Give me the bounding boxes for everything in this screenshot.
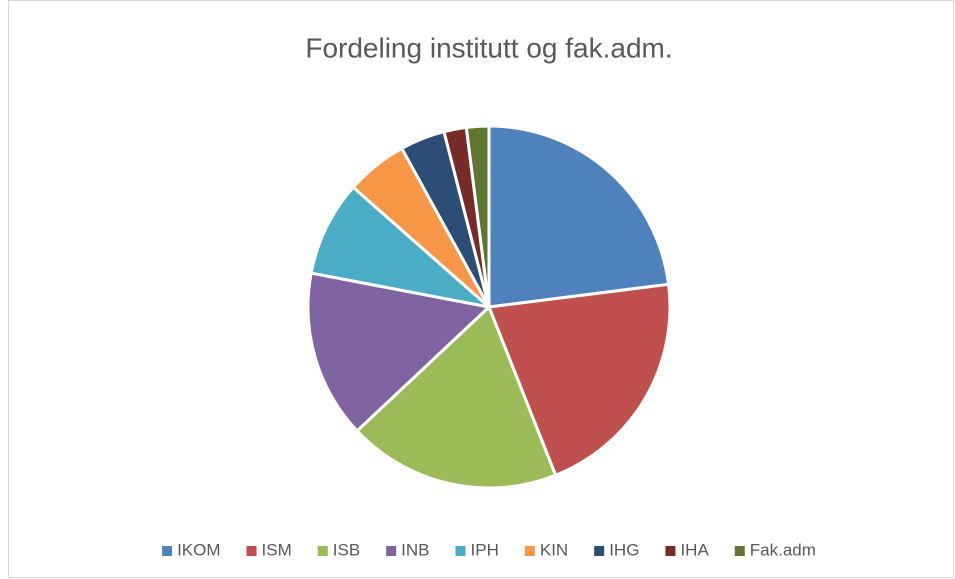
- legend-label: IHA: [680, 540, 709, 559]
- legend-label: IKOM: [177, 540, 220, 559]
- pie-slice: [355, 305, 558, 490]
- legend-label: IHG: [609, 540, 639, 559]
- legend-label: INB: [401, 540, 429, 559]
- legend-swatch: [162, 546, 173, 556]
- legend-label: KIN: [540, 540, 568, 559]
- legend-swatch: [246, 546, 257, 556]
- legend-label: ISM: [262, 540, 292, 559]
- pie-slice: [306, 271, 491, 433]
- legend-swatch: [317, 546, 328, 556]
- legend-label: Fak.adm: [750, 540, 816, 559]
- legend-swatch: [594, 546, 605, 556]
- chart-title: Fordeling institutt og fak.adm.: [305, 32, 672, 63]
- legend-swatch: [455, 546, 466, 556]
- legend-swatch: [665, 546, 676, 556]
- legend-swatch: [524, 546, 535, 556]
- legend-label: IPH: [471, 540, 499, 559]
- pie-slice: [464, 124, 491, 309]
- legend-label: ISB: [333, 540, 360, 559]
- legend: IKOM ISM ISB INB IPH KIN IHG IHA Fak.adm: [162, 540, 816, 559]
- pie-slice: [309, 185, 491, 309]
- pie-slice: [487, 282, 672, 477]
- pie-slice: [487, 124, 671, 309]
- legend-swatch: [734, 546, 745, 556]
- legend-swatch: [386, 546, 397, 556]
